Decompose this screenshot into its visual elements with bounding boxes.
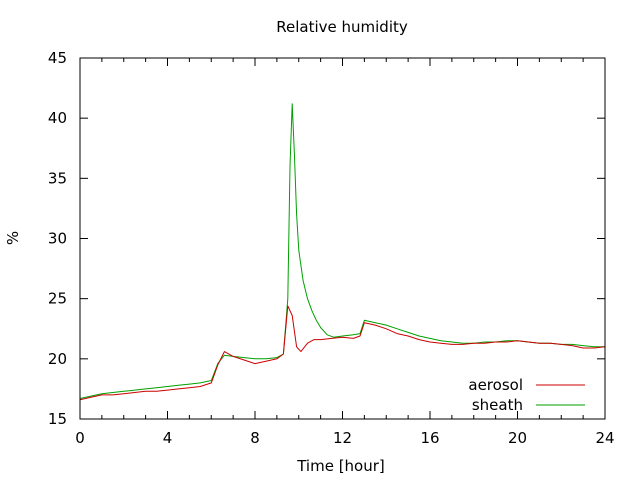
y-axis-label: % <box>4 231 22 245</box>
y-tick-label: 35 <box>48 169 67 187</box>
y-tick-label: 30 <box>48 230 67 248</box>
y-tick-label: 40 <box>48 109 67 127</box>
y-tick-label: 25 <box>48 290 67 308</box>
plot-frame <box>79 57 606 420</box>
x-tick-label: 24 <box>595 429 614 447</box>
x-tick-label: 12 <box>333 429 352 447</box>
x-axis-label: Time [hour] <box>296 457 385 475</box>
chart-title: Relative humidity <box>276 18 408 36</box>
x-tick-label: 20 <box>508 429 527 447</box>
legend-label-aerosol: aerosol <box>468 376 523 394</box>
y-tick-label: 45 <box>48 49 67 67</box>
x-tick-label: 0 <box>75 429 85 447</box>
legend: aerosol sheath <box>468 376 585 414</box>
y-tick-label: 15 <box>48 410 67 428</box>
series-line-aerosol <box>79 305 606 401</box>
y-tick-label: 20 <box>48 350 67 368</box>
series-layer <box>79 103 606 401</box>
x-tick-label: 8 <box>250 429 260 447</box>
legend-label-sheath: sheath <box>472 396 523 414</box>
x-tick-label: 16 <box>420 429 439 447</box>
axis-layer: 0 4 8 12 16 20 24 15 20 25 30 35 40 45 <box>48 49 615 447</box>
x-tick-label: 4 <box>163 429 173 447</box>
